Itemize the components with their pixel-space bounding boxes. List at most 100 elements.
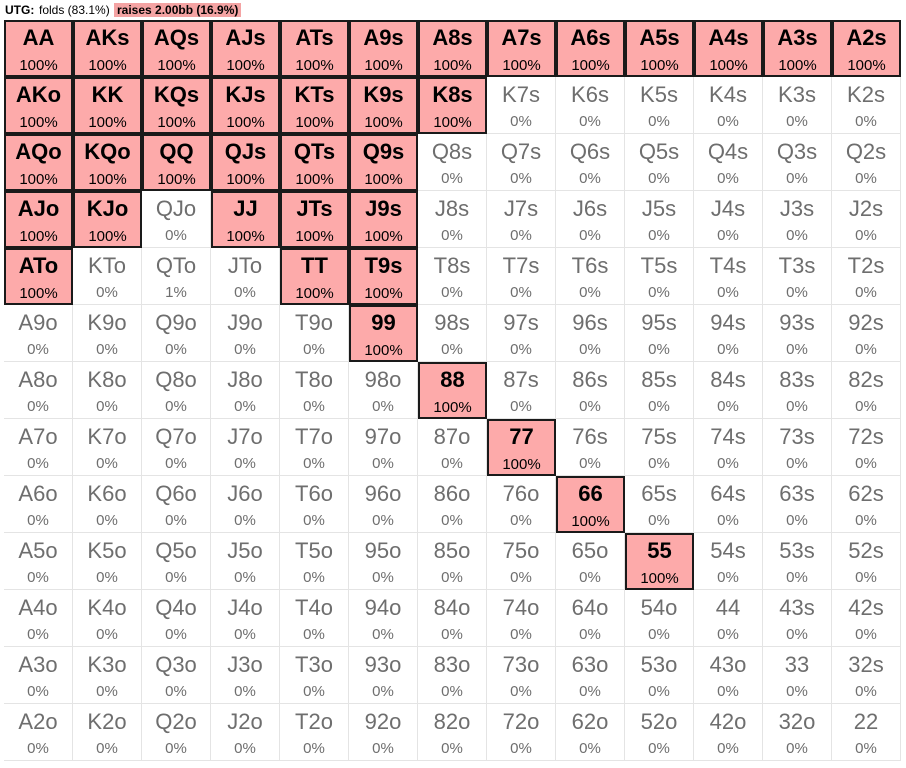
hand-cell[interactable]: Q3s 0%	[763, 134, 832, 191]
hand-cell[interactable]: K7o 0%	[73, 419, 142, 476]
hand-cell[interactable]: 62o 0%	[556, 704, 625, 761]
hand-cell[interactable]: 42s 0%	[832, 590, 901, 647]
hand-cell[interactable]: 99 100%	[349, 305, 418, 362]
hand-cell[interactable]: T3o 0%	[280, 647, 349, 704]
hand-cell[interactable]: KQs 100%	[142, 77, 211, 134]
hand-cell[interactable]: 83s 0%	[763, 362, 832, 419]
hand-cell[interactable]: 52o 0%	[625, 704, 694, 761]
hand-cell[interactable]: A9o 0%	[4, 305, 73, 362]
hand-cell[interactable]: QQ 100%	[142, 134, 211, 191]
hand-cell[interactable]: 87o 0%	[418, 419, 487, 476]
hand-cell[interactable]: 72s 0%	[832, 419, 901, 476]
hand-cell[interactable]: 66 100%	[556, 476, 625, 533]
hand-cell[interactable]: 32o 0%	[763, 704, 832, 761]
hand-cell[interactable]: Q2o 0%	[142, 704, 211, 761]
hand-cell[interactable]: J7o 0%	[211, 419, 280, 476]
hand-cell[interactable]: 52s 0%	[832, 533, 901, 590]
hand-cell[interactable]: T7o 0%	[280, 419, 349, 476]
hand-cell[interactable]: J4o 0%	[211, 590, 280, 647]
hand-cell[interactable]: 98o 0%	[349, 362, 418, 419]
hand-cell[interactable]: T9s 100%	[349, 248, 418, 305]
hand-cell[interactable]: T7s 0%	[487, 248, 556, 305]
hand-cell[interactable]: J9o 0%	[211, 305, 280, 362]
hand-cell[interactable]: J2s 0%	[832, 191, 901, 248]
hand-cell[interactable]: 63s 0%	[763, 476, 832, 533]
hand-cell[interactable]: AJs 100%	[211, 20, 280, 77]
hand-cell[interactable]: Q5s 0%	[625, 134, 694, 191]
hand-cell[interactable]: T8s 0%	[418, 248, 487, 305]
hand-cell[interactable]: 85o 0%	[418, 533, 487, 590]
hand-cell[interactable]: KTo 0%	[73, 248, 142, 305]
hand-cell[interactable]: QTs 100%	[280, 134, 349, 191]
hand-cell[interactable]: T2o 0%	[280, 704, 349, 761]
hand-cell[interactable]: A5s 100%	[625, 20, 694, 77]
hand-cell[interactable]: 73o 0%	[487, 647, 556, 704]
hand-cell[interactable]: 32s 0%	[832, 647, 901, 704]
hand-cell[interactable]: 98s 0%	[418, 305, 487, 362]
hand-cell[interactable]: 53s 0%	[763, 533, 832, 590]
hand-cell[interactable]: A2o 0%	[4, 704, 73, 761]
hand-cell[interactable]: J3o 0%	[211, 647, 280, 704]
hand-cell[interactable]: A2s 100%	[832, 20, 901, 77]
hand-cell[interactable]: Q4o 0%	[142, 590, 211, 647]
hand-cell[interactable]: Q7s 0%	[487, 134, 556, 191]
hand-cell[interactable]: AQo 100%	[4, 134, 73, 191]
hand-cell[interactable]: 87s 0%	[487, 362, 556, 419]
raises-action-label[interactable]: raises 2.00bb (16.9%)	[114, 3, 242, 17]
hand-cell[interactable]: A7s 100%	[487, 20, 556, 77]
hand-cell[interactable]: 86s 0%	[556, 362, 625, 419]
hand-cell[interactable]: Q6o 0%	[142, 476, 211, 533]
hand-cell[interactable]: JJ 100%	[211, 191, 280, 248]
hand-cell[interactable]: J2o 0%	[211, 704, 280, 761]
hand-cell[interactable]: 86o 0%	[418, 476, 487, 533]
hand-cell[interactable]: J7s 0%	[487, 191, 556, 248]
hand-cell[interactable]: KJs 100%	[211, 77, 280, 134]
hand-cell[interactable]: KJo 100%	[73, 191, 142, 248]
hand-cell[interactable]: Q8s 0%	[418, 134, 487, 191]
hand-cell[interactable]: A8s 100%	[418, 20, 487, 77]
hand-cell[interactable]: K5o 0%	[73, 533, 142, 590]
hand-cell[interactable]: 76s 0%	[556, 419, 625, 476]
hand-cell[interactable]: 73s 0%	[763, 419, 832, 476]
hand-cell[interactable]: 83o 0%	[418, 647, 487, 704]
hand-cell[interactable]: 96s 0%	[556, 305, 625, 362]
hand-cell[interactable]: 42o 0%	[694, 704, 763, 761]
hand-cell[interactable]: 65s 0%	[625, 476, 694, 533]
hand-cell[interactable]: T4o 0%	[280, 590, 349, 647]
hand-cell[interactable]: KQo 100%	[73, 134, 142, 191]
hand-cell[interactable]: 75o 0%	[487, 533, 556, 590]
hand-cell[interactable]: 97o 0%	[349, 419, 418, 476]
hand-cell[interactable]: QTo 1%	[142, 248, 211, 305]
hand-cell[interactable]: T3s 0%	[763, 248, 832, 305]
hand-cell[interactable]: T5o 0%	[280, 533, 349, 590]
hand-cell[interactable]: J6o 0%	[211, 476, 280, 533]
hand-cell[interactable]: 96o 0%	[349, 476, 418, 533]
hand-cell[interactable]: 93s 0%	[763, 305, 832, 362]
hand-cell[interactable]: QJs 100%	[211, 134, 280, 191]
hand-cell[interactable]: T8o 0%	[280, 362, 349, 419]
hand-cell[interactable]: 62s 0%	[832, 476, 901, 533]
hand-cell[interactable]: K8s 100%	[418, 77, 487, 134]
hand-cell[interactable]: JTo 0%	[211, 248, 280, 305]
hand-cell[interactable]: T2s 0%	[832, 248, 901, 305]
hand-cell[interactable]: Q9s 100%	[349, 134, 418, 191]
hand-cell[interactable]: 85s 0%	[625, 362, 694, 419]
hand-cell[interactable]: 53o 0%	[625, 647, 694, 704]
hand-cell[interactable]: 72o 0%	[487, 704, 556, 761]
hand-cell[interactable]: 22 0%	[832, 704, 901, 761]
hand-cell[interactable]: 74o 0%	[487, 590, 556, 647]
hand-cell[interactable]: AA 100%	[4, 20, 73, 77]
hand-cell[interactable]: K7s 0%	[487, 77, 556, 134]
hand-cell[interactable]: 77 100%	[487, 419, 556, 476]
hand-cell[interactable]: KTs 100%	[280, 77, 349, 134]
hand-cell[interactable]: 82o 0%	[418, 704, 487, 761]
hand-cell[interactable]: Q3o 0%	[142, 647, 211, 704]
hand-cell[interactable]: 63o 0%	[556, 647, 625, 704]
hand-cell[interactable]: 92o 0%	[349, 704, 418, 761]
hand-cell[interactable]: J5o 0%	[211, 533, 280, 590]
hand-cell[interactable]: 84s 0%	[694, 362, 763, 419]
hand-cell[interactable]: 43s 0%	[763, 590, 832, 647]
hand-cell[interactable]: 88 100%	[418, 362, 487, 419]
hand-cell[interactable]: T4s 0%	[694, 248, 763, 305]
hand-cell[interactable]: Q6s 0%	[556, 134, 625, 191]
